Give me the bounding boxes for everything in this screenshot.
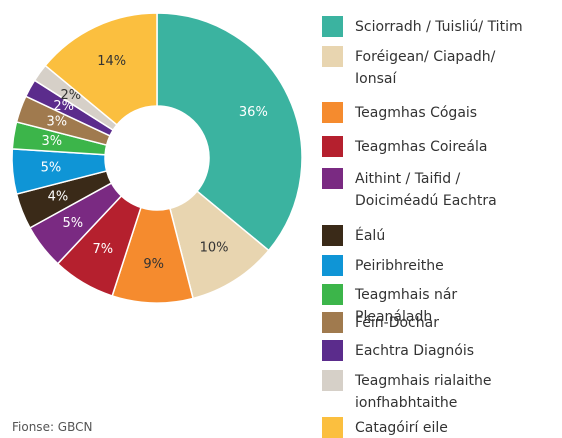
legend-label: Sciorradh / Tuisliú/ Titim <box>355 19 523 35</box>
legend-swatch <box>322 417 343 438</box>
data-label: 5% <box>41 161 62 176</box>
data-label: 3% <box>41 134 62 149</box>
legend-swatch <box>322 168 343 189</box>
data-label: 4% <box>48 190 69 205</box>
legend-swatch <box>322 340 343 361</box>
legend-label: Teagmhais rialaithe ionfhabhtaithe <box>355 373 492 411</box>
legend-label: Féin-Dochar <box>355 315 439 331</box>
legend-swatch <box>322 136 343 157</box>
data-label: 9% <box>143 257 164 272</box>
data-label: 5% <box>63 216 84 231</box>
legend-label: Teagmhas Cógais <box>355 105 478 121</box>
legend-label: Aithint / Taifid / Doiciméadú Eachtra <box>355 171 497 209</box>
legend-swatch <box>322 370 343 391</box>
data-label: 2% <box>53 99 74 114</box>
legend-swatch <box>322 284 343 305</box>
source: Fionse: GBCN <box>12 420 93 434</box>
data-label: 36% <box>239 105 268 120</box>
legend-label: Éalú <box>355 228 386 244</box>
legend-swatch <box>322 312 343 333</box>
legend-swatch <box>322 16 343 37</box>
legend-swatch <box>322 255 343 276</box>
legend-label: Peiribhreithe <box>355 258 444 274</box>
legend-label: Teagmhais nár Pleanáladh <box>355 287 458 325</box>
data-label: 10% <box>200 240 229 255</box>
legend-swatch <box>322 225 343 246</box>
slice <box>156 12 303 252</box>
legend-label: Catagóirí eile <box>355 420 448 436</box>
legend-label: Eachtra Diagnóis <box>355 343 475 359</box>
legend-label: Foréigean/ Ciapadh/ Ionsaí <box>355 49 496 87</box>
data-label: 3% <box>46 114 67 129</box>
legend-swatch <box>322 102 343 123</box>
donut: 36%10%9%7%5%4%5%3%3%2%2%14% <box>11 12 303 304</box>
legend-label: Teagmhas Coireála <box>355 139 488 155</box>
legend-swatch <box>322 46 343 67</box>
data-label: 14% <box>97 54 126 69</box>
slice <box>44 12 158 126</box>
data-label: 7% <box>92 242 113 257</box>
